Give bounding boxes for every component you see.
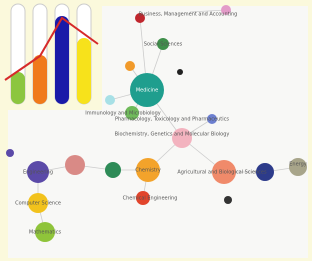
node-label: Agricultural and Biological Sciences [177, 170, 267, 176]
node-label: Chemical Engineering [123, 196, 178, 202]
node-label: Engineering [23, 170, 53, 176]
node[interactable] [105, 162, 121, 178]
node[interactable] [6, 149, 14, 157]
node-label: Social Sciences [144, 42, 183, 48]
node-label: Business, Management and Accounting [139, 12, 238, 18]
tube-fill [55, 16, 69, 104]
node-label: Mathematics [29, 230, 62, 236]
node[interactable] [125, 61, 135, 71]
test-tubes-icon [0, 0, 102, 110]
node[interactable] [224, 196, 232, 204]
node-label: Energy [289, 162, 307, 168]
node-label: Chemistry [135, 168, 161, 174]
node-label: Pharmacology, Toxicology and Pharmaceuti… [115, 117, 229, 123]
tube-fill [77, 38, 91, 104]
node[interactable] [105, 95, 115, 105]
tube-fill [11, 72, 25, 104]
tube-fill [33, 55, 47, 104]
node-label: Computer Science [15, 201, 61, 207]
network-diagram: Medicine Business, Management and Accoun… [0, 0, 312, 261]
node[interactable] [65, 155, 85, 175]
node[interactable] [177, 69, 183, 75]
node-label: Biochemistry, Genetics and Molecular Bio… [115, 132, 230, 138]
node-label: Medicine [136, 88, 158, 94]
